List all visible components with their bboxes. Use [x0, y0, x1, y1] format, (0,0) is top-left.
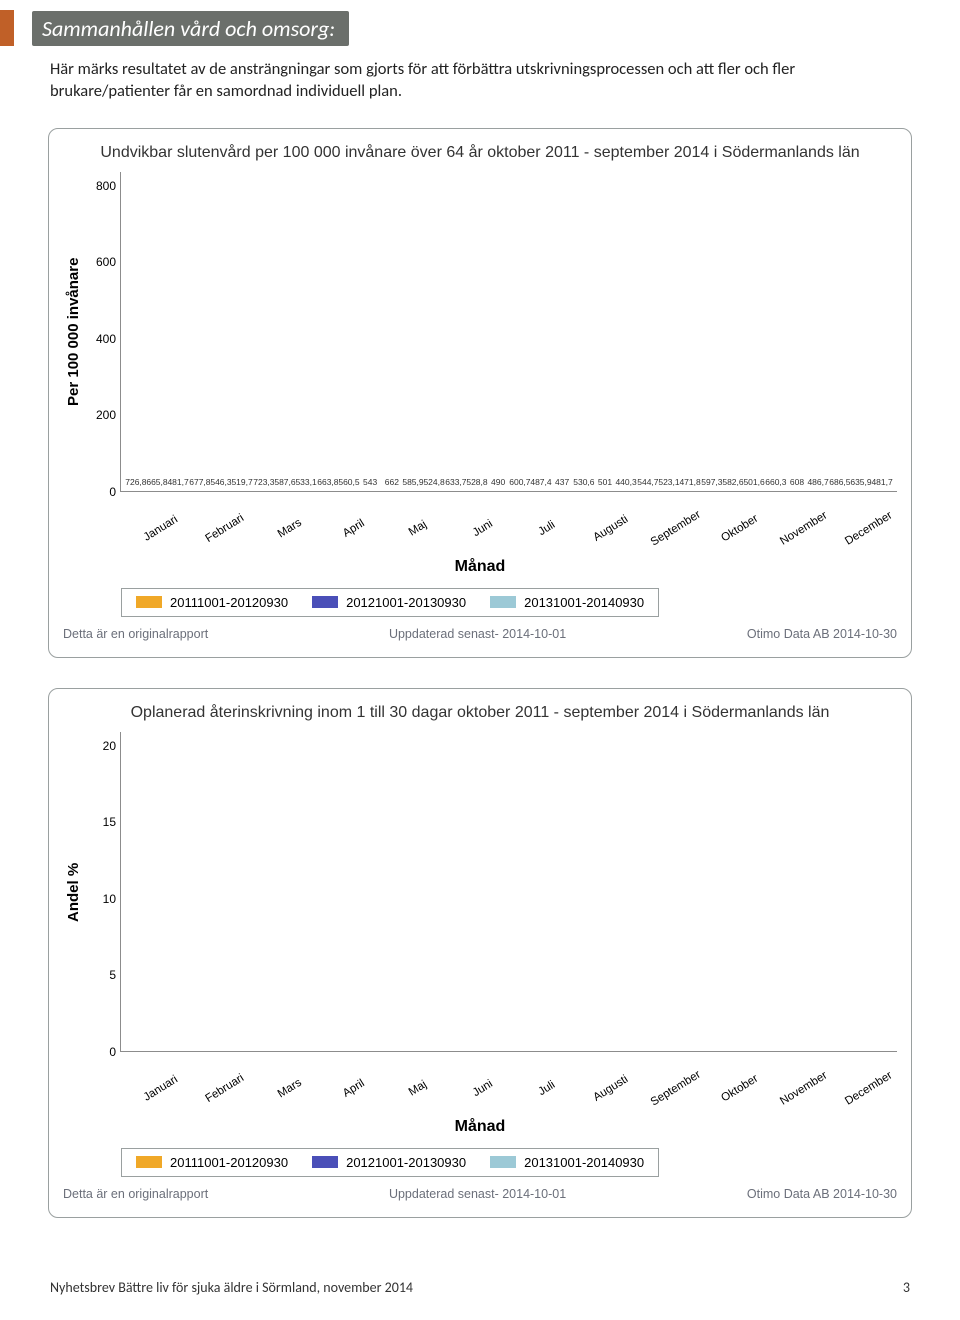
chart1-footer: Detta är en originalrapport Uppdaterad s… [63, 627, 897, 641]
chart2-yaxis: 05101520 [84, 732, 120, 1052]
bar-value: 523,1 [658, 477, 679, 487]
legend-swatch [136, 1156, 162, 1168]
chart1-ylabel: Per 100 000 invånare [63, 172, 84, 492]
bar-value: 585,9 [402, 477, 423, 487]
chart-panel-1: Undvikbar slutenvård per 100 000 invånar… [48, 128, 912, 658]
chart1-footer-mid: Uppdaterad senast- 2014-10-01 [389, 627, 566, 641]
bar-value: 726,8 [125, 477, 146, 487]
section-title: Sammanhållen vård och omsorg: [32, 11, 349, 46]
legend-label: 20121001-20130930 [346, 595, 466, 610]
bar-value: 560,5 [338, 477, 359, 487]
legend-item: 20111001-20120930 [136, 595, 288, 610]
chart2-footer-left: Detta är en originalrapport [63, 1187, 208, 1201]
legend-item: 20131001-20140930 [490, 595, 644, 610]
chart-panel-2: Oplanerad återinskrivning inom 1 till 30… [48, 688, 912, 1218]
ytick: 200 [84, 408, 116, 422]
bar-value: 440,3 [615, 477, 636, 487]
bar-value: 723,3 [253, 477, 274, 487]
bar-value: 662 [385, 477, 399, 487]
bar-value: 608 [790, 477, 804, 487]
legend-item: 20111001-20120930 [136, 1155, 288, 1170]
bar-value: 663,8 [317, 477, 338, 487]
bar-value: 524,8 [423, 477, 444, 487]
bar-value: 633,7 [445, 477, 466, 487]
ytick: 400 [84, 332, 116, 346]
bar-value: 546,3 [210, 477, 231, 487]
bar-value: 544,7 [637, 477, 658, 487]
legend-swatch [490, 1156, 516, 1168]
legend-item: 20121001-20130930 [312, 1155, 466, 1170]
section-title-band: Sammanhållen vård och omsorg: [0, 10, 349, 46]
chart1-footer-left: Detta är en originalrapport [63, 627, 208, 641]
bar-value: 533,1 [295, 477, 316, 487]
bar-value: 582,6 [722, 477, 743, 487]
chart2-footer-mid: Uppdaterad senast- 2014-10-01 [389, 1187, 566, 1201]
chart2-title: Oplanerad återinskrivning inom 1 till 30… [63, 703, 897, 724]
ytick: 10 [84, 892, 116, 906]
ytick: 0 [84, 1045, 116, 1059]
chart2-ylabel: Andel % [63, 732, 84, 1052]
ytick: 800 [84, 179, 116, 193]
page-footer: Nyhetsbrev Bättre liv för sjuka äldre i … [50, 1279, 910, 1296]
chart2-legend: 20111001-20120930 20121001-20130930 201310… [121, 1148, 659, 1177]
page-footer-left: Nyhetsbrev Bättre liv för sjuka äldre i … [50, 1279, 413, 1296]
bar-value: 471,8 [679, 477, 700, 487]
bar-value: 600,7 [509, 477, 530, 487]
bar-value: 543 [363, 477, 377, 487]
ytick: 600 [84, 255, 116, 269]
bar-value: 481,7 [167, 477, 188, 487]
legend-label: 20121001-20130930 [346, 1155, 466, 1170]
bar-value: 677,8 [189, 477, 210, 487]
chart2-footer-right: Otimo Data AB 2014-10-30 [747, 1187, 897, 1201]
ytick: 0 [84, 485, 116, 499]
ytick: 15 [84, 815, 116, 829]
chart2-plot [120, 732, 897, 1052]
bar-value: 481,7 [871, 477, 892, 487]
legend-swatch [312, 1156, 338, 1168]
chart1-title: Undvikbar slutenvård per 100 000 invånar… [63, 143, 897, 164]
chart1-plot: 726,8665,8481,7677,8546,3519,7723,3587,6… [120, 172, 897, 492]
bar-value: 486,7 [807, 477, 828, 487]
legend-label: 20111001-20120930 [170, 1155, 288, 1170]
page-footer-right: 3 [903, 1279, 910, 1296]
chart1-yaxis: 0200400600800 [84, 172, 120, 492]
chart1-xaxis: JanuariFebruariMarsAprilMajJuniJuliAugus… [121, 492, 893, 532]
bar-value: 490 [491, 477, 505, 487]
legend-item: 20131001-20140930 [490, 1155, 644, 1170]
bar-value: 528,8 [466, 477, 487, 487]
bar-value: 665,8 [146, 477, 167, 487]
bar-value: 487,4 [530, 477, 551, 487]
legend-item: 20121001-20130930 [312, 595, 466, 610]
ytick: 5 [84, 968, 116, 982]
intro-paragraph: Här märks resultatet av de ansträngninga… [50, 58, 910, 103]
bar-value: 597,3 [701, 477, 722, 487]
legend-label: 20111001-20120930 [170, 595, 288, 610]
chart2-xaxis: JanuariFebruariMarsAprilMajJuniJuliAugus… [121, 1052, 893, 1092]
bar-value: 660,3 [765, 477, 786, 487]
bar-value: 501 [598, 477, 612, 487]
bar-value: 519,7 [231, 477, 252, 487]
legend-swatch [312, 596, 338, 608]
bar-value: 587,6 [274, 477, 295, 487]
bar-value: 530,6 [573, 477, 594, 487]
legend-label: 20131001-20140930 [524, 595, 644, 610]
bar-value: 437 [555, 477, 569, 487]
bar-value: 686,5 [829, 477, 850, 487]
ytick: 20 [84, 739, 116, 753]
bar-value: 501,6 [743, 477, 764, 487]
chart1-legend: 20111001-20120930 20121001-20130930 201310… [121, 588, 659, 617]
legend-swatch [490, 596, 516, 608]
chart1-footer-right: Otimo Data AB 2014-10-30 [747, 627, 897, 641]
chart2-footer: Detta är en originalrapport Uppdaterad s… [63, 1187, 897, 1201]
legend-label: 20131001-20140930 [524, 1155, 644, 1170]
bar-value: 635,9 [850, 477, 871, 487]
legend-swatch [136, 596, 162, 608]
